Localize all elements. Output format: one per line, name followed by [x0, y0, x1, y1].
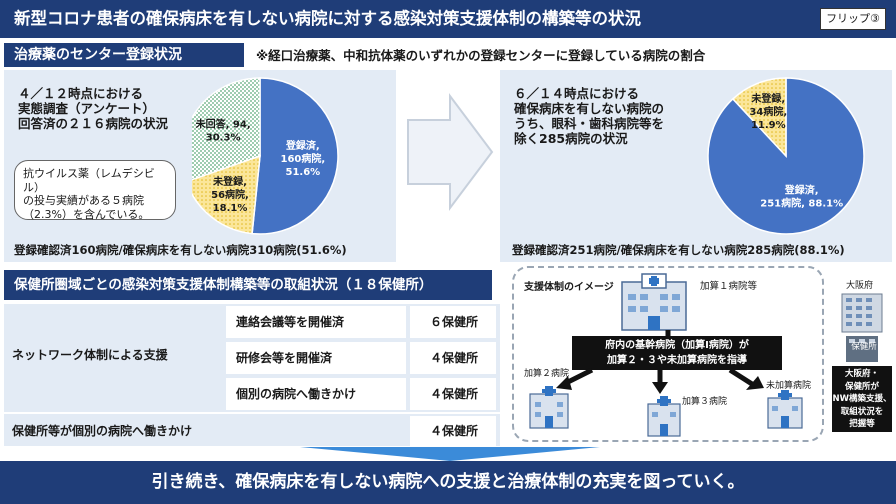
pie-label-未回答: 未回答, 94,	[195, 117, 251, 130]
individual-row-value: ４保健所	[430, 424, 479, 438]
callout-line: （2.3%）を含んでいる。	[23, 207, 150, 221]
right-summary: 登録確認済251病院/確保病床を有しない病院285病院(88.1%)	[512, 243, 845, 257]
row-label: 個別の病院へ働きかけ	[236, 387, 357, 401]
osaka-support-line: NW構築支援、	[832, 394, 892, 404]
pie-slice-未登録	[192, 154, 261, 235]
table-row-value	[410, 342, 496, 374]
pie-label-登録済: 160病院,	[281, 152, 326, 165]
row-value: ４保健所	[430, 387, 479, 401]
unadded-label: 未加算病院	[766, 381, 812, 391]
osaka-support-line: 取組状況を	[840, 406, 884, 417]
pie-label-未登録: 34病院,	[749, 105, 787, 118]
pie-label-未登録: 11.9%	[751, 120, 786, 131]
pie-label-未登録: 56病院,	[211, 188, 249, 201]
pie-slice-登録済	[707, 77, 865, 235]
bottom-banner	[0, 447, 896, 504]
center-line: 加算２・３や未加算病院を指導	[607, 355, 747, 366]
guidance-arrows	[556, 330, 764, 394]
individual-row-label: 保健所等が個別の病院へ働きかけ	[12, 424, 193, 438]
right-arrow-icon	[407, 93, 494, 211]
left-intro: ４／１２時点における 実態調査（アンケート） 回答済の２１６病院の状況	[18, 86, 188, 136]
main-hospital-icon	[621, 273, 687, 331]
row-value: ４保健所	[430, 351, 479, 365]
row-label: 連絡会議等を開催済	[236, 315, 345, 329]
diagram-title: 支援体制のイメージ	[524, 282, 614, 293]
osaka-support-line: 把握等	[849, 419, 875, 429]
right-intro-line: ６／１４時点における	[514, 86, 640, 101]
right-pie-chart: 登録済,251病院, 88.1% 未登録,34病院, 11.9%	[707, 77, 865, 235]
table-row	[226, 342, 406, 374]
pie-label-未登録: 未登録,	[750, 92, 785, 105]
left-intro-line: ４／１２時点における	[18, 86, 144, 101]
left-summary: 登録確認済160病院/確保病床を有しない病院310病院(51.6%)	[14, 243, 347, 257]
unadded-hospital-icon	[767, 390, 803, 429]
table-row	[226, 378, 406, 410]
center-line: 府内の基幹病院（加算Ⅰ病院）が	[605, 340, 749, 351]
pie-label-未登録: 未登録,	[212, 175, 247, 188]
hosp3-label: 加算３病院	[682, 397, 728, 407]
table-row-value	[410, 416, 496, 446]
row-label: 研修会等を開催済	[236, 351, 333, 365]
treatment-section-title: 治療薬のセンター登録状況	[4, 43, 244, 67]
right-intro: ６／１４時点における 確保病床を有しない病院の うち、眼科・歯科病院等を 除く2…	[514, 86, 694, 148]
treatment-note: ※経口治療薬、中和抗体薬のいずれかの登録センターに登録している病院の割合	[256, 48, 706, 63]
right-intro-line: 確保病床を有しない病院の	[514, 101, 665, 116]
pie-label-登録済: 登録済,	[285, 139, 320, 152]
pie-slice-未回答	[192, 77, 261, 181]
table-divider	[4, 412, 500, 414]
pie-slice-未登録	[731, 77, 787, 158]
pie-label-登録済: 51.6%	[285, 167, 320, 178]
page-title: 新型コロナ患者の確保病床を有しない病院に対する感染対策支援体制の構築等の状況	[14, 9, 641, 28]
pie-slice-登録済	[251, 77, 339, 235]
pie-label-未登録: 18.1%	[213, 203, 248, 214]
hospital-3-icon	[647, 396, 681, 437]
center-instruction: 府内の基幹病院（加算Ⅰ病院）が 加算２・３や未加算病院を指導	[572, 336, 782, 370]
remdesivir-callout: 抗ウイルス薬（レムデシビル） の投与実績がある５病院 （2.3%）を含んでいる。	[14, 160, 176, 221]
row-value: ６保健所	[430, 315, 479, 329]
table-row	[226, 306, 406, 338]
callout-line: 抗ウイルス薬（レムデシビル）	[23, 167, 155, 194]
right-intro-line: 除く285病院の状況	[514, 131, 628, 146]
hosp2-label: 加算２病院	[524, 369, 570, 379]
callout-line: の投与実績がある５病院	[23, 194, 144, 207]
osaka-support-box: 大阪府・ 保健所が NW構築支援、 取組状況を 把握等	[832, 366, 892, 432]
flip-badge: フリップ③	[820, 8, 886, 30]
network-support-label: ネットワーク体制による支援	[12, 348, 168, 362]
table-row-value	[410, 306, 496, 338]
support-section-title: 保健所圏域ごとの感染対策支援体制構築等の取組状況（１８保健所）	[4, 270, 492, 300]
left-pie-chart: 登録済,160病院, 51.6% 未登録,56病院, 18.1% 未回答, 94, 30.…	[192, 77, 339, 235]
pie-label-登録済: 登録済,	[784, 183, 819, 196]
health-center-label: 保健所	[851, 342, 877, 352]
hospital-2-icon	[529, 386, 569, 429]
pie-label-登録済: 251病院, 88.1%	[760, 196, 843, 209]
osaka-support-line: 保健所が	[844, 381, 879, 392]
right-intro-line: うち、眼科・歯科病院等を	[514, 116, 665, 131]
osaka-building-icon	[841, 293, 883, 362]
left-intro-line: 回答済の２１６病院の状況	[18, 116, 169, 131]
top-hospital-label: 加算１病院等	[700, 281, 758, 292]
left-intro-line: 実態調査（アンケート）	[18, 101, 156, 116]
osaka-support-line: 大阪府・	[844, 369, 879, 379]
title-bar	[0, 0, 896, 38]
table-row-value	[410, 378, 496, 410]
osaka-label: 大阪府	[846, 281, 874, 291]
pie-label-未回答: 30.3%	[206, 132, 241, 143]
footer-message: 引き続き、確保病床を有しない病院への支援と治療体制の充実を図っていく。	[151, 472, 745, 492]
